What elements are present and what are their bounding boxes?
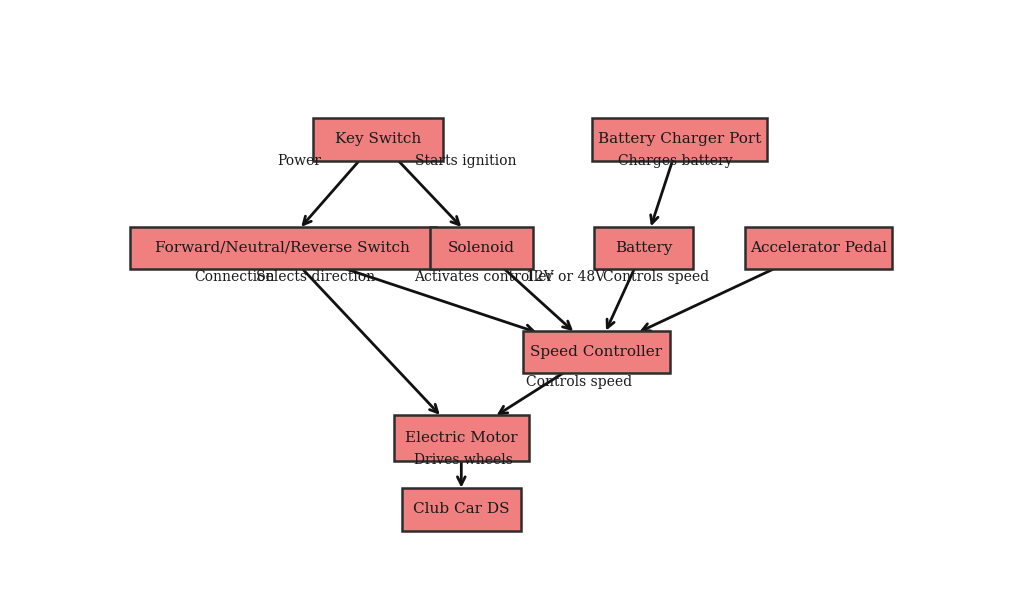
- Text: Club Car DS: Club Car DS: [413, 502, 510, 516]
- FancyBboxPatch shape: [312, 118, 443, 160]
- Text: Accelerator Pedal: Accelerator Pedal: [750, 241, 887, 255]
- Text: Forward/Neutral/Reverse Switch: Forward/Neutral/Reverse Switch: [156, 241, 411, 255]
- FancyBboxPatch shape: [401, 488, 521, 531]
- Text: Starts ignition: Starts ignition: [416, 154, 517, 168]
- FancyBboxPatch shape: [745, 227, 892, 269]
- FancyBboxPatch shape: [130, 227, 435, 269]
- Text: Solenoid: Solenoid: [447, 241, 515, 255]
- Text: 12V or 48V: 12V or 48V: [526, 270, 605, 284]
- Text: Drives wheels: Drives wheels: [414, 453, 513, 467]
- Text: Selects direction: Selects direction: [256, 270, 375, 284]
- Text: Charges battery: Charges battery: [618, 154, 733, 168]
- Text: Key Switch: Key Switch: [335, 132, 421, 146]
- Text: Connection: Connection: [194, 270, 274, 284]
- FancyBboxPatch shape: [430, 227, 532, 269]
- Text: Power: Power: [278, 154, 322, 168]
- Text: Speed Controller: Speed Controller: [530, 345, 663, 359]
- Text: Activates controller: Activates controller: [414, 270, 553, 284]
- FancyBboxPatch shape: [592, 118, 767, 160]
- Text: Controls speed: Controls speed: [602, 270, 709, 284]
- Text: Battery: Battery: [615, 241, 673, 255]
- Text: Controls speed: Controls speed: [526, 374, 633, 389]
- FancyBboxPatch shape: [594, 227, 693, 269]
- Text: Electric Motor: Electric Motor: [406, 431, 517, 445]
- Text: Battery Charger Port: Battery Charger Port: [598, 132, 761, 146]
- FancyBboxPatch shape: [523, 331, 670, 373]
- FancyBboxPatch shape: [394, 415, 528, 461]
